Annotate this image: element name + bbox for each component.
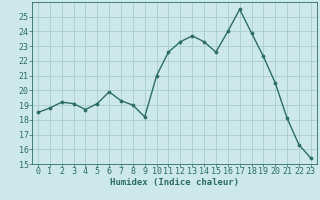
X-axis label: Humidex (Indice chaleur): Humidex (Indice chaleur) — [110, 178, 239, 187]
